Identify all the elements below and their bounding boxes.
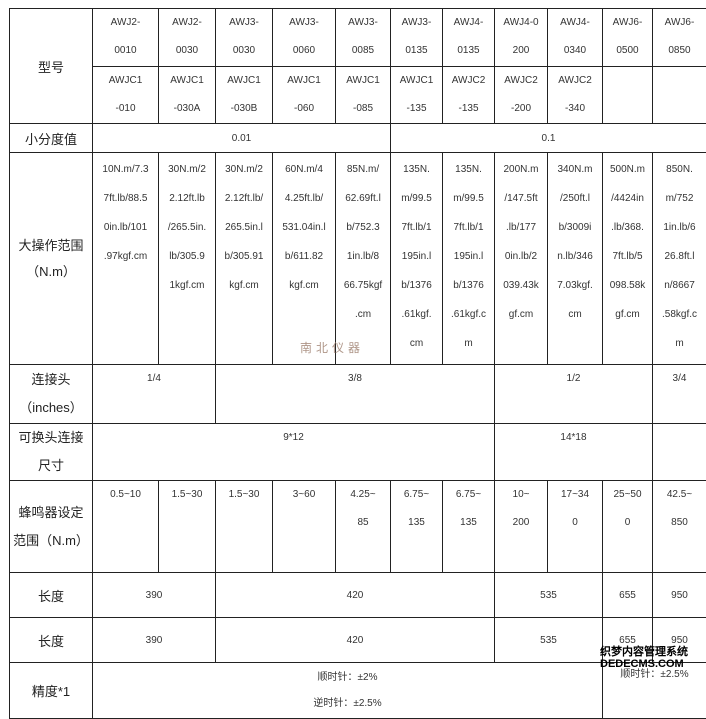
model-cell: AWJC1 -085 — [336, 67, 391, 124]
length-cell: 535 — [495, 618, 603, 663]
model-cell: AWJ4-0 200 — [495, 9, 548, 67]
model-row-awj: 型号 AWJ2- 0010 AWJ2- 0030 AWJ3- 0030 AWJ3… — [10, 9, 706, 67]
range-cell: 135N. m/99.5 7ft.lb/1 195in.l b/1376 .61… — [391, 153, 443, 365]
range-cell: 30N.m/2 2.12ft.lb /265.5in. lb/305.9 1kg… — [159, 153, 216, 365]
connector-cell: 3/8 — [216, 365, 495, 424]
label-range: 大操作范围 （N.m） — [10, 153, 93, 365]
connector-cell: 3/4 — [653, 365, 706, 424]
model-cell: AWJ3- 0135 — [391, 9, 443, 67]
label-length: 长度 — [10, 618, 93, 663]
length-cell: 950 — [653, 573, 706, 618]
model-cell: AWJC2 -200 — [495, 67, 548, 124]
buzzer-cell: 4.25~ 85 — [336, 481, 391, 573]
model-cell — [653, 67, 706, 124]
range-row: 大操作范围 （N.m） 10N.m/7.3 7ft.lb/88.5 0in.lb… — [10, 153, 706, 365]
model-cell: AWJ6- 0500 — [603, 9, 653, 67]
range-cell: 340N.m /250ft.l b/3009i n.lb/346 7.03kgf… — [548, 153, 603, 365]
length-cell: 420 — [216, 573, 495, 618]
length-cell: 420 — [216, 618, 495, 663]
swap-cell: 14*18 — [495, 424, 653, 481]
label-model: 型号 — [10, 9, 93, 124]
buzzer-cell: 42.5~ 850 — [653, 481, 706, 573]
min-div-cell: 0.1 — [391, 124, 706, 153]
connector-row: 连接头 （inches） 1/4 3/8 1/2 3/4 — [10, 365, 706, 424]
swap-cell: 9*12 — [93, 424, 495, 481]
model-cell: AWJC1 -010 — [93, 67, 159, 124]
model-cell: AWJ2- 0010 — [93, 9, 159, 67]
range-cell: 10N.m/7.3 7ft.lb/88.5 0in.lb/101 .97kgf.… — [93, 153, 159, 365]
range-cell: 60N.m/4 4.25ft.lb/ 531.04in.l b/611.82 k… — [273, 153, 336, 365]
length-cell: 655 — [603, 573, 653, 618]
buzzer-cell: 0.5~10 — [93, 481, 159, 573]
model-cell: AWJ6- 0850 — [653, 9, 706, 67]
model-cell: AWJ3- 0085 — [336, 9, 391, 67]
buzzer-row: 蜂鸣器设定 范围（N.m） 0.5~10 1.5~30 1.5~30 3~60 … — [10, 481, 706, 573]
model-cell: AWJ3- 0030 — [216, 9, 273, 67]
buzzer-cell: 17~34 0 — [548, 481, 603, 573]
label-swap: 可换头连接 尺寸 — [10, 424, 93, 481]
range-cell: 135N. m/99.5 7ft.lb/1 195in.l b/1376 .61… — [443, 153, 495, 365]
model-row-awjc: AWJC1 -010 AWJC1 -030A AWJC1 -030B AWJC1… — [10, 67, 706, 124]
model-cell: AWJC1 -030B — [216, 67, 273, 124]
connector-cell: 1/4 — [93, 365, 216, 424]
buzzer-cell: 1.5~30 — [159, 481, 216, 573]
model-cell: AWJC2 -340 — [548, 67, 603, 124]
model-cell: AWJ3- 0060 — [273, 9, 336, 67]
min-div-cell: 0.01 — [93, 124, 391, 153]
buzzer-cell: 25~50 0 — [603, 481, 653, 573]
buzzer-cell: 1.5~30 — [216, 481, 273, 573]
length-cell: 535 — [495, 573, 603, 618]
buzzer-cell: 6.75~ 135 — [391, 481, 443, 573]
label-length: 长度 — [10, 573, 93, 618]
model-cell: AWJC1 -030A — [159, 67, 216, 124]
range-cell: 850N. m/752 1in.lb/6 26.8ft.l n/8667 .58… — [653, 153, 706, 365]
watermark-dedecms: 织梦内容管理系统 DEDECMS.COM — [600, 646, 688, 670]
watermark-logo: 南北仪器 — [300, 341, 364, 355]
swap-row: 可换头连接 尺寸 9*12 14*18 — [10, 424, 706, 481]
label-connector: 连接头 （inches） — [10, 365, 93, 424]
model-cell: AWJ4- 0135 — [443, 9, 495, 67]
range-cell: 85N.m/ 62.69ft.l b/752.3 1in.lb/8 66.75k… — [336, 153, 391, 365]
length-row-1: 长度 390 420 535 655 950 1220 — [10, 573, 706, 618]
connector-cell: 1/2 — [495, 365, 653, 424]
range-cell: 30N.m/2 2.12ft.lb/ 265.5in.l b/305.91 kg… — [216, 153, 273, 365]
model-cell: AWJC2 -135 — [443, 67, 495, 124]
label-buzzer: 蜂鸣器设定 范围（N.m） — [10, 481, 93, 573]
buzzer-cell: 3~60 — [273, 481, 336, 573]
buzzer-cell: 6.75~ 135 — [443, 481, 495, 573]
length-cell: 390 — [93, 618, 216, 663]
label-min-div: 小分度值 — [10, 124, 93, 153]
swap-cell — [653, 424, 706, 481]
model-cell: AWJ2- 0030 — [159, 9, 216, 67]
model-cell: AWJC1 -135 — [391, 67, 443, 124]
model-cell: AWJ4- 0340 — [548, 9, 603, 67]
length-cell: 390 — [93, 573, 216, 618]
buzzer-cell: 10~ 200 — [495, 481, 548, 573]
range-cell: 200N.m /147.5ft .lb/177 0in.lb/2 039.43k… — [495, 153, 548, 365]
min-div-row: 小分度值 0.01 0.1 — [10, 124, 706, 153]
model-cell — [603, 67, 653, 124]
range-cell: 500N.m /4424in .lb/368. 7ft.lb/5 098.58k… — [603, 153, 653, 365]
model-cell: AWJC1 -060 — [273, 67, 336, 124]
spec-table: 型号 AWJ2- 0010 AWJ2- 0030 AWJ3- 0030 AWJ3… — [9, 8, 706, 719]
